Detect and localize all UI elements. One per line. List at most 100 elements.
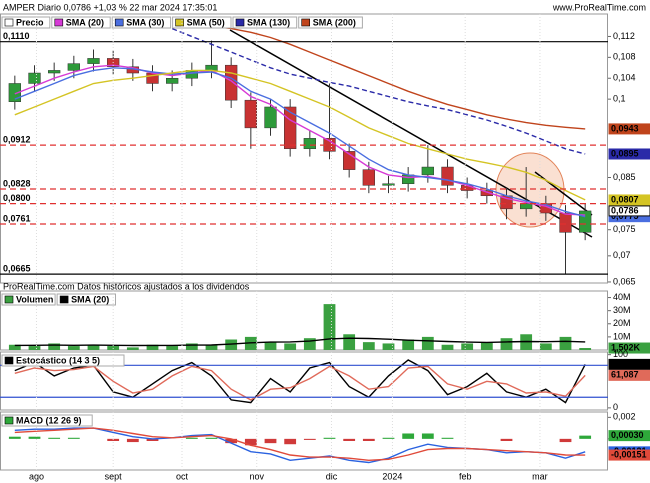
value-box: [608, 449, 650, 461]
legend-swatch: [301, 18, 311, 27]
legend-box: [1, 293, 56, 306]
y-tick-label: 0,085: [613, 172, 636, 182]
candle-body: [67, 63, 80, 71]
candle-body: [205, 64, 218, 71]
value-box: [608, 123, 650, 135]
bar: [402, 339, 415, 350]
y-tick-label: 0,07: [613, 250, 631, 260]
bar: [264, 438, 277, 444]
series-line: [14, 337, 586, 347]
bar: [146, 438, 159, 441]
series-line: [211, 25, 586, 130]
level-label: 0,0828: [3, 178, 31, 188]
candle-body: [421, 166, 434, 176]
candle-body: [166, 77, 179, 84]
series-line: [14, 64, 586, 216]
candle-body: [264, 106, 277, 129]
bar: [284, 343, 297, 350]
bar: [8, 344, 21, 350]
candle-body: [520, 203, 533, 210]
bar: [480, 342, 493, 350]
bar: [461, 343, 474, 350]
x-tick-label: oct: [176, 471, 189, 481]
header-site: www.ProRealTime.com: [552, 2, 646, 12]
bar: [284, 438, 297, 445]
legend-box: [111, 16, 172, 29]
value-box: [608, 205, 650, 217]
bar: [205, 344, 218, 350]
candle-body: [382, 183, 395, 186]
panel-layer: [14, 359, 586, 404]
legend-swatch: [235, 18, 245, 27]
x-tick-label: feb: [459, 471, 472, 481]
value-box: [608, 148, 650, 160]
bar: [244, 438, 257, 446]
panel-layer: [8, 25, 592, 275]
legend-swatch: [54, 18, 64, 27]
y-tick-label: 0,002: [613, 412, 636, 422]
level-label: 0,0800: [3, 193, 31, 203]
legend-box: [232, 16, 298, 29]
legend-box: [1, 16, 51, 29]
bar: [303, 338, 316, 350]
y-tick-label: 0,108: [613, 52, 636, 62]
value-box-label: 0,0895: [611, 148, 639, 158]
bar: [539, 343, 552, 350]
y-tick-label: 20M: [613, 318, 631, 328]
y-tick-label: 10M: [613, 331, 631, 341]
bar: [382, 343, 395, 350]
x-tick-label: sept: [105, 471, 123, 481]
candle-body: [559, 212, 572, 233]
level-label: 0,0761: [3, 213, 31, 223]
bar: [185, 343, 198, 350]
legend-swatch: [4, 356, 14, 365]
bar: [225, 438, 238, 444]
bar: [28, 346, 41, 350]
y-tick-label: 0,065: [613, 276, 636, 286]
candle-body: [343, 151, 356, 170]
bar: [303, 438, 316, 440]
value-box-label: -0,00151: [611, 449, 647, 459]
bar: [441, 437, 454, 439]
legend-swatch: [114, 18, 124, 27]
candle-body: [303, 138, 316, 150]
bar: [185, 437, 198, 439]
bar: [67, 346, 80, 350]
footer-note: ProRealTime.com Datos históricos ajustad…: [3, 281, 250, 291]
bar: [441, 344, 454, 350]
level-label: 0,0665: [3, 263, 31, 273]
bar: [402, 433, 415, 439]
legend-label: MACD (12 26 9): [16, 415, 82, 425]
series-line: [14, 359, 586, 404]
candle-body: [402, 174, 415, 185]
x-tick-label: 2024: [382, 471, 402, 481]
series-line: [171, 27, 586, 155]
y-tick-label: 0: [613, 402, 618, 412]
legend-label: SMA (50): [187, 17, 225, 27]
y-tick-label: 30M: [613, 305, 631, 315]
bar: [362, 438, 375, 441]
bar: [559, 438, 572, 443]
legend-box: [172, 16, 232, 29]
candle-body: [28, 72, 41, 84]
legend-swatch: [59, 295, 69, 304]
bar: [205, 437, 218, 439]
bar: [67, 437, 80, 439]
legend-box: [56, 293, 116, 306]
value-box: [608, 358, 650, 370]
value-box-label: 81,728: [611, 359, 639, 369]
y-tick-label: 0,112: [613, 31, 635, 41]
legend-box: [1, 354, 125, 367]
series-line: [14, 365, 586, 401]
value-box-label: 0,0807: [611, 194, 639, 204]
candle-body: [441, 166, 454, 186]
bar: [166, 346, 179, 350]
bar: [264, 342, 277, 350]
legend-box: [298, 16, 363, 29]
x-tick-label: nov: [249, 471, 264, 481]
value-box-label: 0,0786: [611, 205, 639, 215]
bar: [343, 438, 356, 441]
candle-body: [244, 99, 257, 129]
x-tick-label: ago: [29, 471, 44, 481]
legend-box: [51, 16, 111, 29]
